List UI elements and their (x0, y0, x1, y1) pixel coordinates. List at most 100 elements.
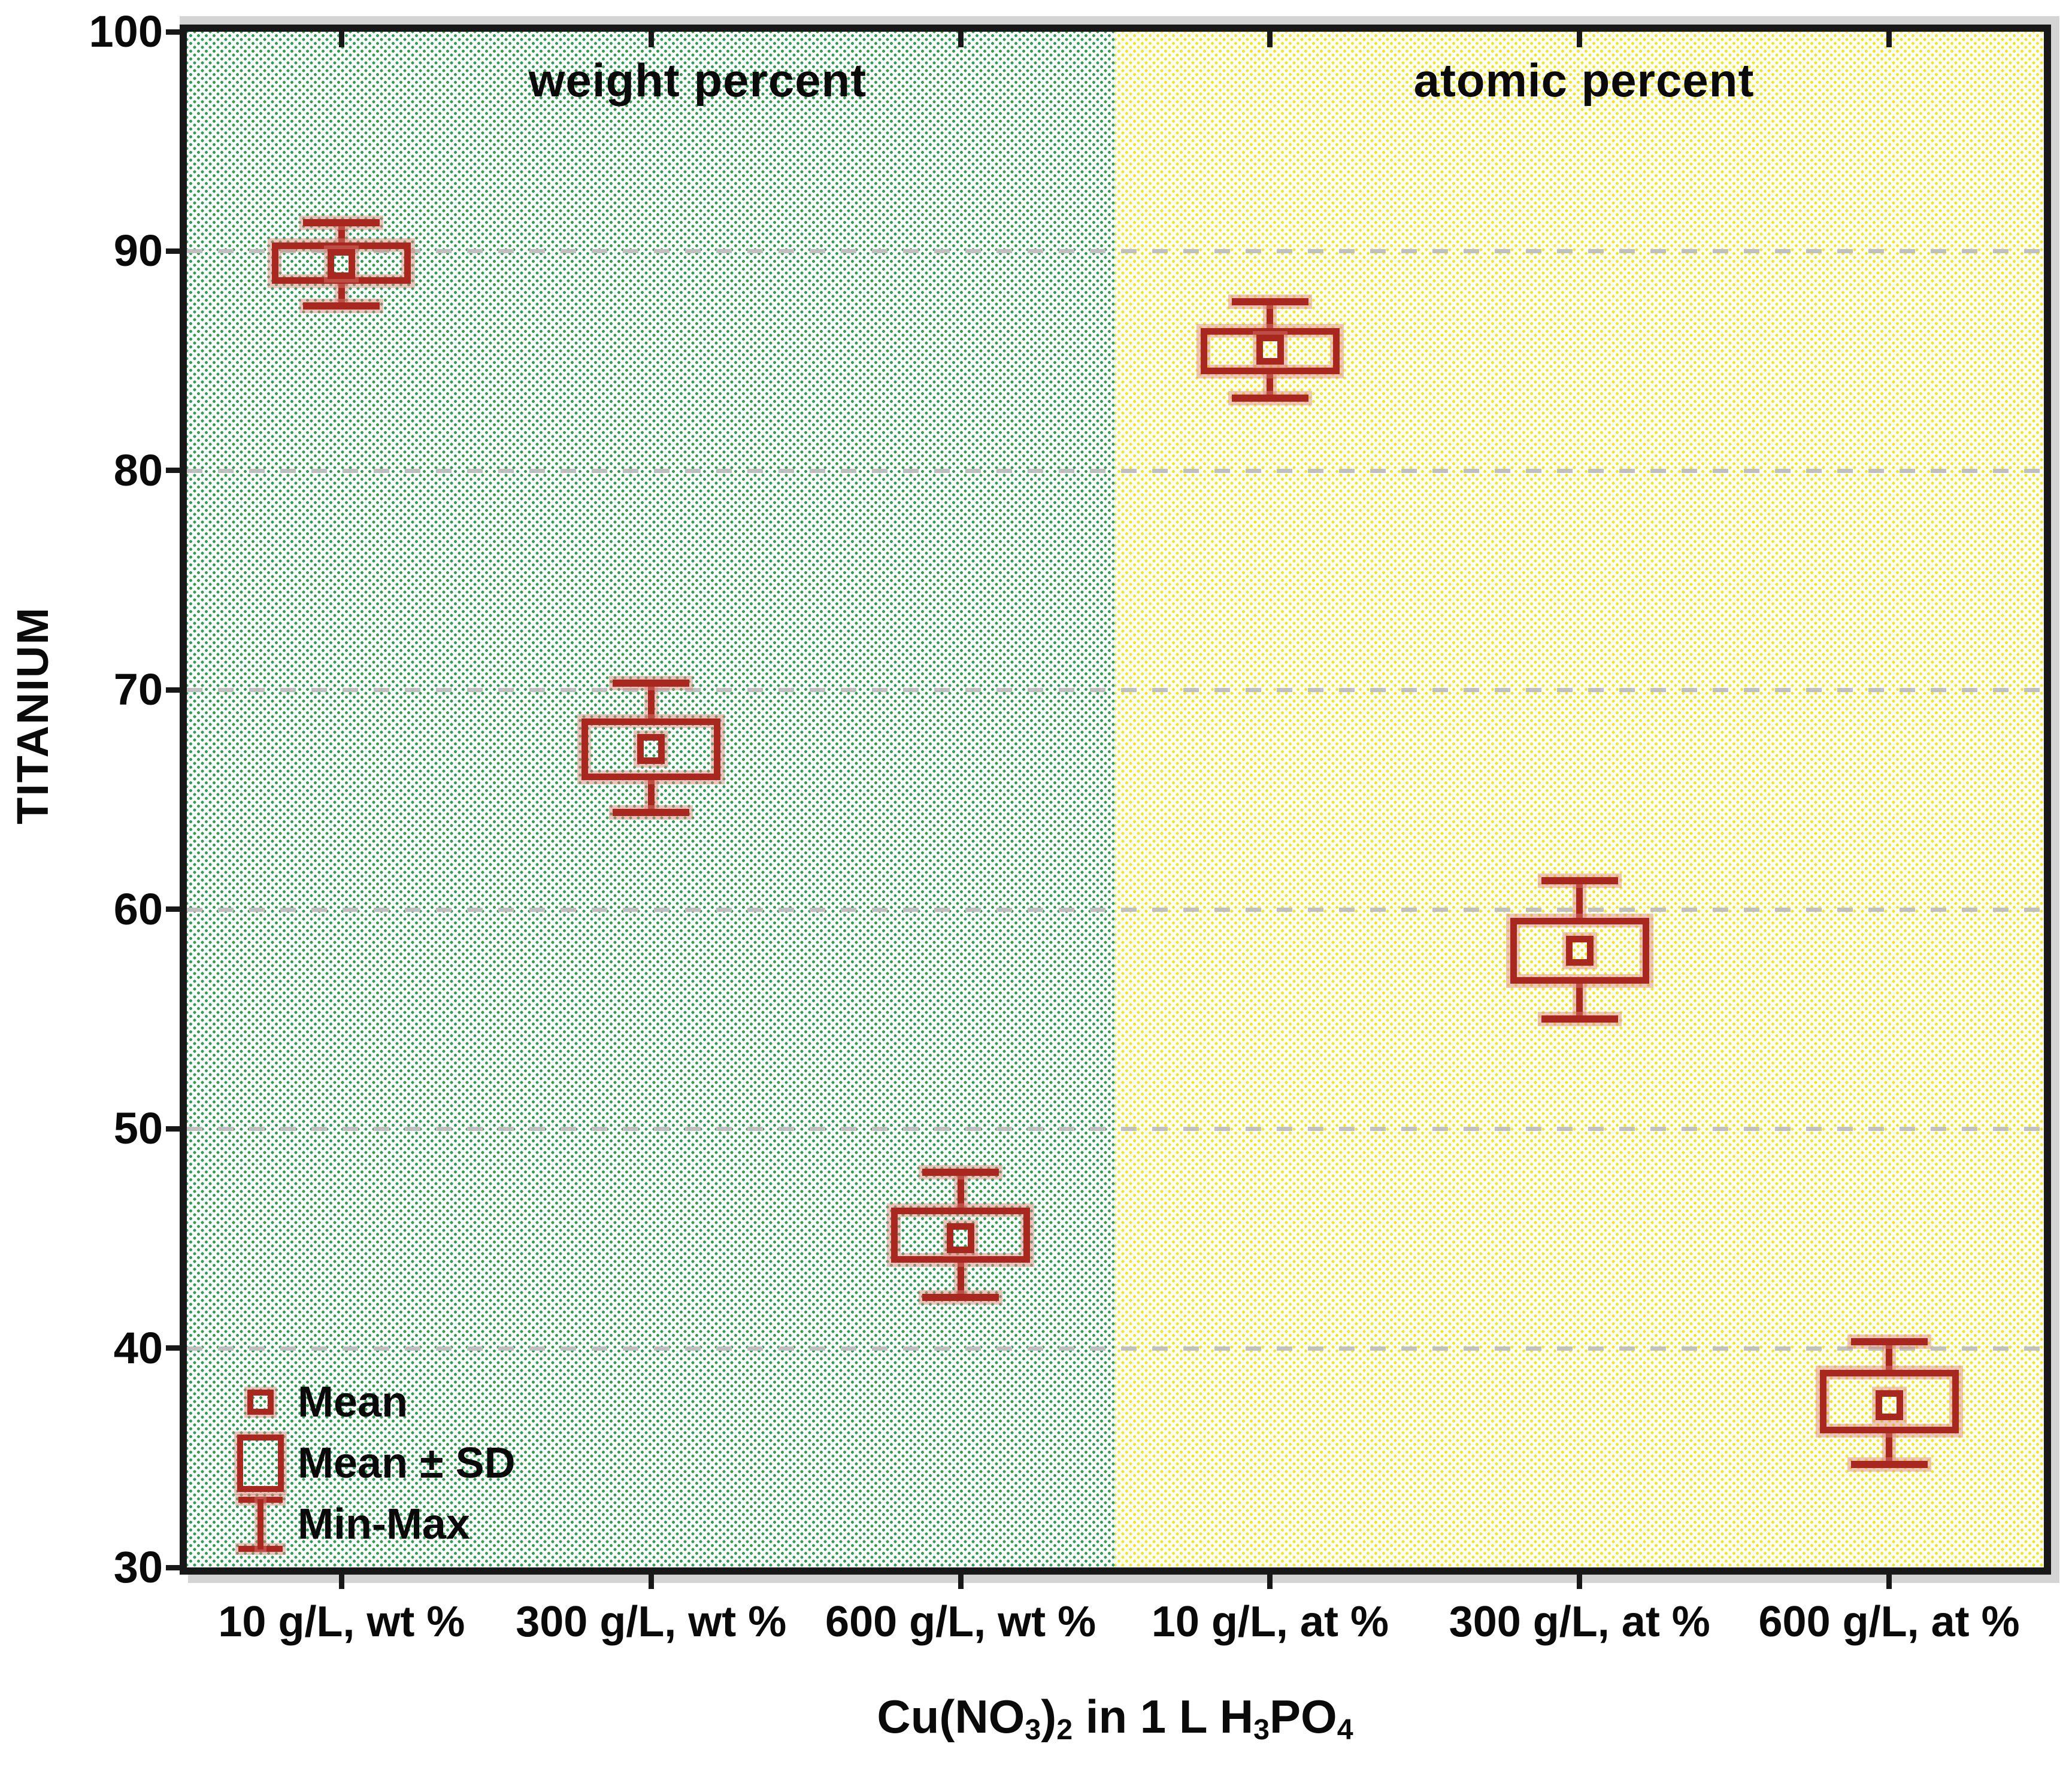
gridline-60 (187, 907, 2044, 912)
whisker-lower-line (1576, 984, 1583, 1019)
x-tick-bottom-4 (1267, 1575, 1273, 1589)
region-atomic-percent-background (1115, 32, 2044, 1567)
x-tick-label-5: 300 g/L, at % (1449, 1598, 1710, 1646)
y-tick-60 (166, 906, 180, 912)
mean-marker (328, 249, 356, 280)
whisker-lower-line (338, 284, 345, 307)
mean-marker (947, 1223, 975, 1254)
whisker-upper-line (647, 683, 655, 718)
x-tick-bottom-3 (958, 1575, 964, 1589)
x-tick-label-2: 300 g/L, wt % (516, 1598, 787, 1646)
y-tick-label-30: 30 (113, 1542, 163, 1592)
y-tick-label-60: 60 (113, 884, 163, 934)
whisker-lower-line (957, 1262, 964, 1298)
whisker-max-cap (613, 680, 690, 687)
legend-row-1: Mean (223, 1372, 516, 1433)
whisker-max-cap (1231, 298, 1308, 305)
legend-label-3: Min-Max (298, 1500, 470, 1548)
x-tick-bottom-1 (338, 1575, 344, 1589)
region-label-atomic-percent: atomic percent (1413, 54, 1755, 107)
legend-min-max-symbol (237, 1497, 284, 1552)
gridline-50 (187, 1127, 2044, 1132)
legend-label-1: Mean (298, 1378, 408, 1426)
legend-label-2: Mean ± SD (298, 1439, 516, 1487)
gridline-80 (187, 468, 2044, 473)
mean-marker (1565, 936, 1594, 966)
whisker-min-cap (922, 1294, 999, 1302)
y-tick-100 (166, 29, 180, 35)
x-title-subscript: 2 (1056, 1713, 1073, 1746)
legend-mean-symbol (247, 1390, 274, 1415)
legend-row-3: Min-Max (223, 1494, 516, 1555)
gridline-70 (187, 688, 2044, 693)
x-tick-top-6 (1886, 32, 1892, 47)
whisker-max-cap (922, 1169, 999, 1176)
whisker-upper-line (957, 1172, 964, 1208)
plot-area: weight percent atomic percent Mean Mean ±… (187, 32, 2044, 1567)
mean-sd-box (891, 1208, 1031, 1263)
whisker-lower-line (647, 780, 655, 813)
mean-square-icon (223, 1390, 298, 1415)
whisker-min-cap (1231, 394, 1308, 402)
x-title-subscript: 3 (1025, 1713, 1041, 1746)
y-tick-label-50: 50 (113, 1103, 163, 1154)
y-tick-label-90: 90 (113, 226, 163, 276)
whisker-max-cap (303, 219, 380, 226)
y-tick-label-80: 80 (113, 445, 163, 495)
legend-sd-box-symbol (237, 1435, 284, 1492)
y-tick-40 (166, 1345, 180, 1351)
x-tick-top-4 (1267, 32, 1273, 47)
sd-box-icon (223, 1435, 298, 1492)
y-tick-70 (166, 687, 180, 693)
y-tick-80 (166, 468, 180, 474)
mean-sd-box (581, 718, 721, 780)
x-title-text: Cu(NO (877, 1690, 1025, 1743)
whisker-max-cap (1850, 1338, 1928, 1345)
x-tick-top-3 (958, 32, 964, 47)
whisker-min-cap (303, 302, 380, 310)
x-tick-top-2 (648, 32, 654, 47)
whisker-min-cap (613, 809, 690, 817)
mean-sd-box (1819, 1370, 1959, 1434)
mean-sd-box (1510, 918, 1649, 984)
whisker-upper-line (1267, 301, 1274, 328)
x-tick-bottom-5 (1577, 1575, 1583, 1589)
x-tick-bottom-2 (648, 1575, 654, 1589)
mean-marker (637, 734, 665, 765)
min-max-whisker-icon (223, 1497, 298, 1552)
whisker-upper-line (1886, 1341, 1893, 1370)
x-tick-label-4: 10 g/L, at % (1151, 1598, 1389, 1646)
x-tick-top-1 (338, 32, 344, 47)
y-tick-90 (166, 248, 180, 254)
y-tick-label-100: 100 (89, 7, 163, 56)
plot-frame: weight percent atomic percent Mean Mean ±… (180, 25, 2051, 1575)
x-tick-label-6: 600 g/L, at % (1758, 1598, 2020, 1646)
whisker-upper-line (1576, 881, 1583, 918)
x-tick-label-1: 10 g/L, wt % (218, 1598, 465, 1646)
x-title-subscript: 4 (1337, 1713, 1353, 1746)
y-tick-label-70: 70 (113, 665, 163, 715)
x-title-text: in 1 L H (1073, 1690, 1254, 1743)
mean-sd-box (272, 242, 411, 284)
legend-whisker-stem (257, 1499, 263, 1549)
x-axis-title: Cu(NO3)2 in 1 L H3PO4 (877, 1690, 1353, 1746)
mean-marker (1256, 335, 1284, 365)
y-tick-50 (166, 1126, 180, 1132)
region-label-weight-percent: weight percent (528, 54, 867, 107)
x-title-subscript: 3 (1253, 1713, 1270, 1746)
legend-row-2: Mean ± SD (223, 1433, 516, 1494)
y-tick-30 (166, 1564, 180, 1570)
whisker-min-cap (1850, 1460, 1928, 1468)
whisker-max-cap (1541, 877, 1618, 885)
whisker-lower-line (1267, 374, 1274, 398)
legend: Mean Mean ± SD Min-Max (223, 1372, 516, 1555)
y-tick-label-40: 40 (113, 1323, 163, 1373)
gridline-40 (187, 1346, 2044, 1351)
mean-marker (1875, 1390, 1903, 1420)
x-tick-top-5 (1577, 32, 1583, 47)
gridline-90 (187, 249, 2044, 254)
x-title-text: PO (1270, 1690, 1337, 1743)
x-title-text: ) (1041, 1690, 1057, 1743)
whisker-lower-line (1886, 1433, 1893, 1464)
